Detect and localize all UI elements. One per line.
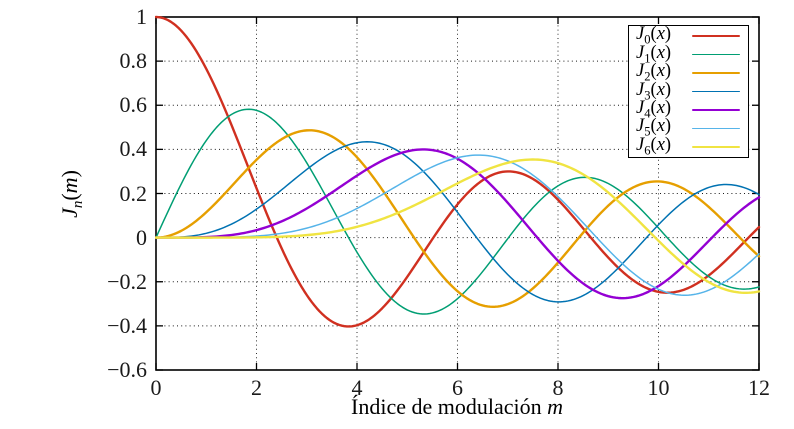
series-line-J0 [155,15,761,328]
series-line-J5 [155,154,760,296]
legend-line-sample [692,71,740,75]
legend-label: J6(x) [636,134,672,158]
x-tick-label: 10 [647,375,670,400]
legend-box: J0(x) J1(x) J2(x) J3(x) J4(x) J5(x) J6(x) [628,24,749,158]
legend-entry-J0: J0(x) [636,24,740,48]
y-axis-label-base: J [56,208,82,218]
legend-line-sample [692,35,740,38]
legend-entry-J3: J3(x) [636,80,740,102]
x-tick-label: 0 [150,375,162,400]
y-tick-label: −0.4 [107,312,147,338]
legend-entry-J4: J4(x) [636,98,740,121]
legend-line-sample [692,145,740,148]
legend-line-sample [692,53,740,56]
legend-label: J4(x) [636,98,672,121]
x-axis-label-text: Índice de modulación [351,394,542,419]
y-tick-label: 0.6 [119,92,148,118]
y-tick-label: 0.2 [119,180,148,206]
y-tick-label: 0 [136,224,147,250]
series-line-J3 [155,141,760,303]
y-tick-label: 0.8 [119,48,148,74]
x-axis-label-variable: m [547,394,563,419]
legend-entry-J5: J5(x) [636,116,740,140]
x-tick-label: 12 [748,375,770,400]
legend-label: J3(x) [636,79,672,103]
x-tick-label: 6 [452,375,463,400]
y-axis-label-argument: m [56,177,82,194]
y-axis-label: Jn(m) [56,170,87,218]
legend-label: J0(x) [636,24,672,48]
legend-line-sample [692,108,740,112]
series-line-J1 [155,108,760,315]
series-line-J4 [155,148,761,300]
legend-label: J2(x) [636,61,672,84]
series-lines [155,15,761,328]
x-tick-label: 8 [552,375,564,400]
series-line-J2 [155,129,761,308]
y-tick-label: 0.4 [119,136,148,162]
legend-entry-J6: J6(x) [636,134,740,158]
legend-line-sample [692,90,740,93]
x-tick-label: 2 [251,375,262,400]
x-axis-label: Índice de modulación m [351,394,563,420]
x-tick-label: 4 [351,375,363,400]
plot-border [155,16,760,371]
legend-label: J5(x) [636,116,672,140]
legend-entry-J1: J1(x) [636,42,740,66]
y-tick-label: −0.2 [107,268,147,294]
y-tick-label: −0.6 [107,357,147,382]
y-tick-label: 1 [136,4,147,29]
legend-entry-J2: J2(x) [636,61,740,84]
y-axis-label-subscript: n [70,200,87,209]
legend-line-sample [692,127,740,130]
series-line-J6 [155,158,761,295]
legend-label: J1(x) [636,42,672,66]
